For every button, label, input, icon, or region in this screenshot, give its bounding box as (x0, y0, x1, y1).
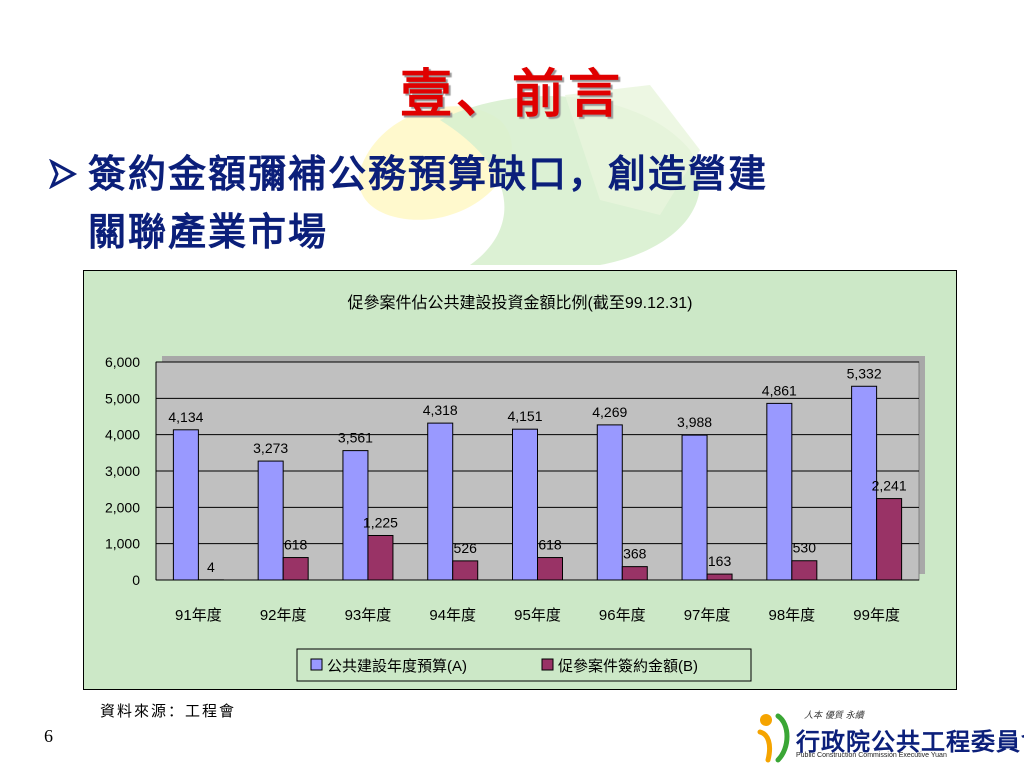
bullet-point: 簽約金額彌補公務預算缺口，創造營建 關聯產業市場 (48, 145, 998, 261)
bar-contract (367, 534, 394, 581)
legend-swatch (541, 658, 554, 671)
data-label-budget: 4,269 (592, 404, 627, 420)
bar-contract (537, 557, 563, 581)
bullet-text-line-1: 簽約金額彌補公務預算缺口，創造營建 (88, 151, 769, 196)
bar-budget (766, 402, 793, 581)
bar-contract (706, 573, 733, 581)
bar-budget (427, 422, 454, 581)
data-source-note: 資料來源：工程會 (100, 702, 237, 720)
data-label-budget: 5,332 (847, 365, 882, 381)
page-number: 6 (44, 726, 53, 746)
bar-contract (876, 498, 903, 581)
logo-english: Public Construction Commission Executive… (796, 752, 947, 759)
logo-motto: 人本 優質 永續 (804, 711, 864, 721)
data-label-budget: 3,273 (253, 440, 288, 456)
data-label-contract: 4 (207, 559, 215, 575)
bar-budget (257, 460, 284, 581)
data-label-contract: 1,225 (363, 514, 398, 530)
legend-label: 促參案件簽約金額(B) (558, 657, 698, 675)
x-tick-label: 94年度 (429, 607, 476, 624)
bar-budget (596, 424, 623, 581)
slide-title: 壹、前言 (399, 64, 624, 125)
legend-label: 公共建設年度預算(A) (327, 657, 467, 675)
bar-chart: 促參案件佔公共建設投資金額比例(截至99.12.31) 0 1,000 2,000 3,… (83, 270, 957, 690)
y-tick-label: 3,000 (105, 463, 140, 479)
data-label-contract: 163 (708, 553, 732, 569)
chart-container: 促參案件佔公共建設投資金額比例(截至99.12.31) 0 1,000 2,000 3,… (83, 270, 957, 690)
y-tick-label: 4,000 (105, 427, 140, 443)
chart-legend (296, 648, 752, 682)
bar-contract (452, 560, 479, 581)
bullet-arrow-icon (48, 145, 88, 203)
y-tick-label: 1,000 (105, 536, 140, 552)
x-tick-label: 91年度 (175, 607, 222, 624)
ministry-logo-icon (757, 713, 790, 763)
y-tick-label: 6,000 (105, 354, 140, 370)
data-label-contract: 2,241 (872, 478, 907, 494)
logo-name: 行政院公共工程委員會 (796, 728, 1024, 756)
ministry-logo: 人本 優質 永續 行政院公共工程委員會 Public Construction … (756, 708, 1024, 764)
bar-budget (851, 385, 878, 581)
bar-contract (791, 560, 818, 581)
bar-budget (512, 428, 538, 581)
y-tick-label: 0 (132, 572, 140, 588)
x-tick-label: 97年度 (684, 607, 731, 624)
chart-title: 促參案件佔公共建設投資金額比例(截至99.12.31) (348, 294, 693, 312)
x-tick-label: 95年度 (514, 607, 561, 624)
data-label-contract: 526 (454, 540, 478, 556)
bar-budget (681, 434, 708, 581)
x-tick-label: 98年度 (768, 607, 815, 624)
data-label-contract: 530 (793, 540, 817, 556)
x-tick-label: 96年度 (599, 607, 646, 624)
bar-contract (282, 557, 309, 581)
bullet-text-line-2: 關聯產業市場 (88, 209, 329, 254)
legend-swatch (310, 658, 323, 671)
x-tick-label: 93年度 (345, 607, 392, 624)
x-tick-label: 99年度 (853, 607, 900, 624)
bar-contract (621, 566, 648, 581)
y-tick-label: 2,000 (105, 499, 140, 515)
data-label-contract: 618 (538, 537, 562, 553)
data-label-budget: 3,988 (677, 414, 712, 430)
y-tick-label: 5,000 (105, 390, 140, 406)
data-label-contract: 368 (623, 546, 647, 562)
data-label-budget: 4,151 (507, 408, 542, 424)
data-label-budget: 4,134 (168, 409, 203, 425)
x-tick-label: 92年度 (260, 607, 307, 624)
data-label-budget: 3,561 (338, 430, 373, 446)
data-label-budget: 4,861 (762, 382, 797, 398)
data-label-contract: 618 (284, 537, 308, 553)
bar-budget (172, 429, 199, 581)
data-label-budget: 4,318 (423, 402, 458, 418)
